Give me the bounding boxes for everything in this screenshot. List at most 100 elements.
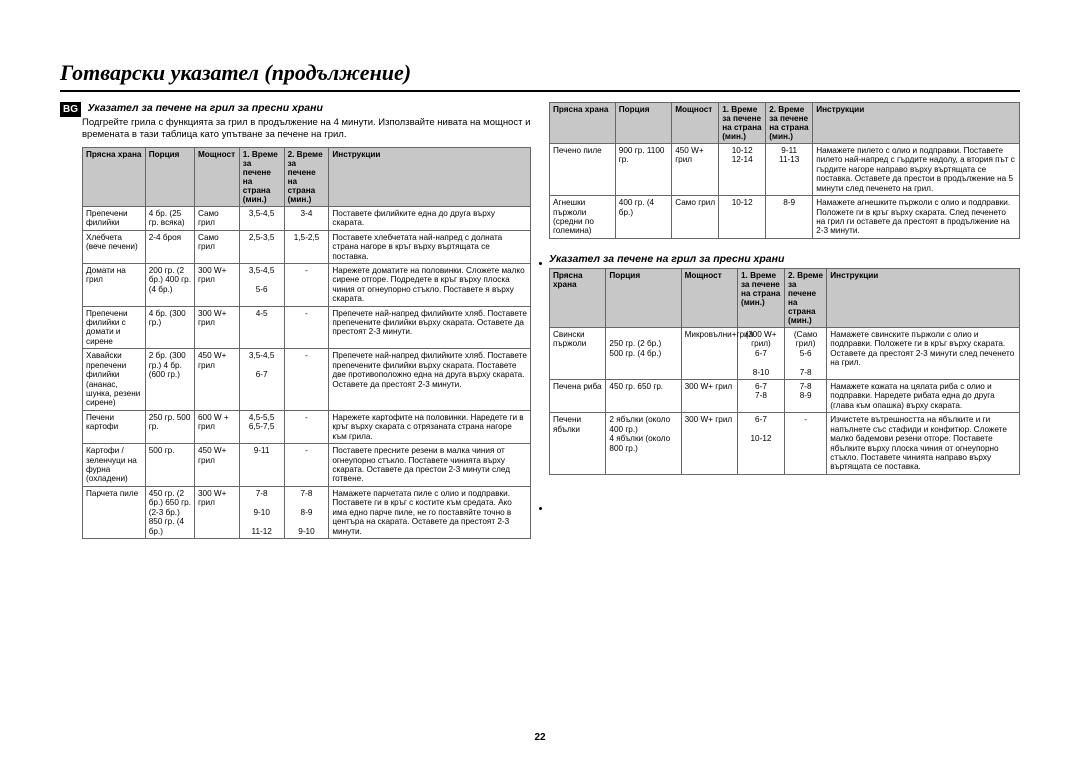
cell: (Само грил) 5-6 7-8 bbox=[784, 327, 826, 379]
cell: Намажете пилето с олио и подправки. Пост… bbox=[813, 144, 1020, 196]
cell: Микровълни+грил bbox=[681, 327, 737, 379]
cell: 9-11 11-13 bbox=[766, 144, 813, 196]
cell: Намажете агнешките пържоли с олио и подп… bbox=[813, 196, 1020, 239]
cell: Печени ябълки bbox=[550, 413, 606, 475]
cell: 3,5-4,5 bbox=[239, 206, 284, 230]
cell: 250 гр. (2 бр.) 500 гр. (4 бр.) bbox=[606, 327, 681, 379]
cell: 10-12 bbox=[719, 196, 766, 239]
cell: Парчета пиле bbox=[83, 486, 146, 538]
th: 1. Време за печене на страна (мин.) bbox=[239, 147, 284, 206]
cell: (300 W+ грил) 6-7 8-10 bbox=[737, 327, 784, 379]
columns: BG Указател за печене на грил за пресни … bbox=[60, 102, 1020, 539]
cell: 450 W+ грил bbox=[194, 444, 239, 487]
cell: 600 W + грил bbox=[194, 410, 239, 443]
cell: 200 гр. (2 бр.) 400 гр. (4 бр.) bbox=[145, 263, 194, 306]
th: Инструкции bbox=[329, 147, 531, 206]
cell: 4-5 bbox=[239, 306, 284, 349]
cell: 3,5-4,5 5-6 bbox=[239, 263, 284, 306]
table-row: Парчета пиле450 гр. (2 бр.) 650 гр. (2-3… bbox=[83, 486, 531, 538]
cell: - bbox=[284, 306, 329, 349]
cell: 300 W+ грил bbox=[194, 486, 239, 538]
page-title: Готварски указател (продължение) bbox=[60, 60, 1020, 92]
cell: Печена риба bbox=[550, 380, 606, 413]
left-intro: Подгрейте грила с функцията за грил в пр… bbox=[82, 117, 531, 141]
cell: 6-7 7-8 bbox=[737, 380, 784, 413]
cell: - bbox=[784, 413, 826, 475]
cell: 3-4 bbox=[284, 206, 329, 230]
cell: Печено пиле bbox=[550, 144, 616, 196]
cell: 400 гр. (4 бр.) bbox=[615, 196, 671, 239]
table-row: Препечени филийки4 бр. (25 гр. всяка)Сам… bbox=[83, 206, 531, 230]
left-table: Прясна храна Порция Мощност 1. Време за … bbox=[82, 147, 531, 539]
cell: 3,5-4,5 6-7 bbox=[239, 349, 284, 411]
table-row: Свински пържоли 250 гр. (2 бр.) 500 гр. … bbox=[550, 327, 1020, 379]
th: Порция bbox=[145, 147, 194, 206]
cell: Препечете най-напред филийките хляб. Пос… bbox=[329, 349, 531, 411]
th: Инструкции bbox=[827, 268, 1020, 327]
th: 2. Време за печене на страна (мин.) bbox=[766, 103, 813, 144]
cell: Само грил bbox=[672, 196, 719, 239]
cell: Хлебчета (вече печени) bbox=[83, 230, 146, 263]
table-row: Печени ябълки2 ябълки (около 400 гр.) 4 … bbox=[550, 413, 1020, 475]
cell: Намажете кожата на цялата риба с олио и … bbox=[827, 380, 1020, 413]
cell: 450 W+ грил bbox=[672, 144, 719, 196]
cell: Поставете хлебчетата най-напред с долнат… bbox=[329, 230, 531, 263]
cell: 4 бр. (25 гр. всяка) bbox=[145, 206, 194, 230]
table-row: Печено пиле900 гр. 1100 гр.450 W+ грил10… bbox=[550, 144, 1020, 196]
page: Готварски указател (продължение) BG Указ… bbox=[0, 0, 1080, 763]
table-row: Печени картофи250 гр. 500 гр.600 W + гри… bbox=[83, 410, 531, 443]
cell: 6-7 10-12 bbox=[737, 413, 784, 475]
cell: 450 гр. 650 гр. bbox=[606, 380, 681, 413]
cell: - bbox=[284, 410, 329, 443]
cell: 2-4 броя bbox=[145, 230, 194, 263]
table-row: Домати на грил200 гр. (2 бр.) 400 гр. (4… bbox=[83, 263, 531, 306]
cell: Нарежете картофите на половинки. Наредет… bbox=[329, 410, 531, 443]
th: Прясна храна bbox=[550, 268, 606, 327]
cell: Само грил bbox=[194, 230, 239, 263]
cell: Препечени филийки с домати и сирене bbox=[83, 306, 146, 349]
table-row: Хавайски препечени филийки (ананас, шунк… bbox=[83, 349, 531, 411]
th: Мощност bbox=[672, 103, 719, 144]
th: Порция bbox=[606, 268, 681, 327]
cell: 500 гр. bbox=[145, 444, 194, 487]
th: Прясна храна bbox=[83, 147, 146, 206]
left-section-heading: Указател за печене на грил за пресни хра… bbox=[88, 102, 323, 114]
th: Порция bbox=[615, 103, 671, 144]
cell: 7-8 9-10 11-12 bbox=[239, 486, 284, 538]
cell: - bbox=[284, 349, 329, 411]
th: 1. Време за печене на страна (мин.) bbox=[719, 103, 766, 144]
right-bottom-table: Прясна храна Порция Мощност 1. Време за … bbox=[549, 268, 1020, 475]
cell: 7-8 8-9 bbox=[784, 380, 826, 413]
cell: 4 бр. (300 гр.) bbox=[145, 306, 194, 349]
cell: 10-12 12-14 bbox=[719, 144, 766, 196]
cell: Поставете пресните резени в малка чиния … bbox=[329, 444, 531, 487]
cell: Изчистете вътрешността на ябълките и ги … bbox=[827, 413, 1020, 475]
cell: 2 ябълки (около 400 гр.) 4 ябълки (около… bbox=[606, 413, 681, 475]
th: Мощност bbox=[681, 268, 737, 327]
left-column: BG Указател за печене на грил за пресни … bbox=[60, 102, 531, 539]
cell: Печени картофи bbox=[83, 410, 146, 443]
cell: Агнешки пържоли (средни по големина) bbox=[550, 196, 616, 239]
th: Инструкции bbox=[813, 103, 1020, 144]
table-row: Агнешки пържоли (средни по големина)400 … bbox=[550, 196, 1020, 239]
cell: 4,5-5,5 6,5-7,5 bbox=[239, 410, 284, 443]
table-row: Препечени филийки с домати и сирене4 бр.… bbox=[83, 306, 531, 349]
cell: 7-8 8-9 9-10 bbox=[284, 486, 329, 538]
cell: Намажете парчетата пиле с олио и подправ… bbox=[329, 486, 531, 538]
cell: Препечени филийки bbox=[83, 206, 146, 230]
th: 1. Време за печене на страна (мин.) bbox=[737, 268, 784, 327]
th: Прясна храна bbox=[550, 103, 616, 144]
cell: 2 бр. (300 гр.) 4 бр. (600 гр.) bbox=[145, 349, 194, 411]
cell: Препечете най-напред филийките хляб. Пос… bbox=[329, 306, 531, 349]
cell: 300 W+ грил bbox=[681, 380, 737, 413]
language-badge: BG bbox=[60, 102, 81, 117]
cell: Свински пържоли bbox=[550, 327, 606, 379]
right-top-table: Прясна храна Порция Мощност 1. Време за … bbox=[549, 102, 1020, 239]
cell: - bbox=[284, 444, 329, 487]
cell: 8-9 bbox=[766, 196, 813, 239]
cell: Картофи / зеленчуци на фурна (охладени) bbox=[83, 444, 146, 487]
page-number: 22 bbox=[0, 732, 1080, 743]
cell: 300 W+ грил bbox=[194, 263, 239, 306]
cell: Само грил bbox=[194, 206, 239, 230]
th: Мощност bbox=[194, 147, 239, 206]
